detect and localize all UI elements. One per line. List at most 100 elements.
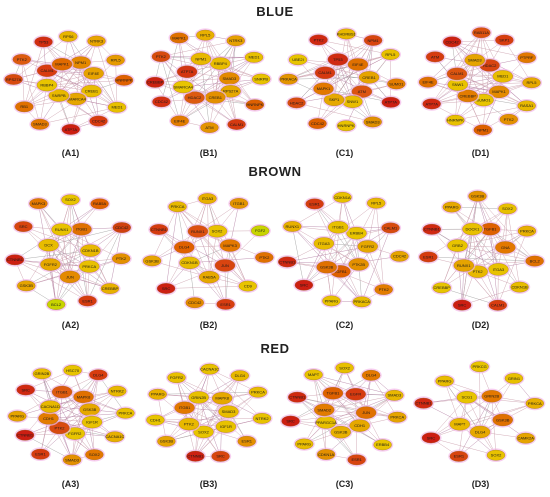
gene-node: SMAD3	[362, 115, 384, 129]
gene-label: TGFB1	[334, 269, 348, 274]
edge	[451, 41, 484, 101]
edge	[178, 37, 184, 87]
gene-node: PTK2	[47, 420, 72, 436]
gene-node: MAPK3	[218, 237, 242, 254]
gene-label: NPM1	[368, 38, 380, 43]
gene-node: SRC	[209, 449, 232, 464]
gene-label: CALM1	[318, 70, 332, 75]
edge	[361, 227, 391, 302]
gene-node: ITGB1	[172, 400, 197, 416]
gene-node: MED1	[106, 100, 128, 115]
gene-label: IGF1R	[220, 424, 232, 429]
gene-node: FGF2	[249, 223, 271, 238]
gene-label: SRC	[216, 454, 225, 459]
gene-node: ATP7A	[175, 64, 199, 80]
gene-node: CD9	[237, 279, 259, 293]
gene-label: SMARCA4	[174, 84, 194, 89]
gene-label: PPARG	[445, 204, 459, 209]
gene-label: PRKCA	[119, 411, 133, 416]
gene-label: SUMO1	[476, 97, 491, 102]
gene-label: DLG4	[179, 245, 190, 250]
gene-label: PTK2	[379, 287, 390, 292]
gene-label: DLG4	[366, 373, 377, 378]
gene-label: MAPK3	[32, 201, 46, 206]
gene-node: HNRNPK	[444, 113, 466, 128]
network-graph: RAB11A SKP1 PTPRF RPL5 RASA1 PTK2 NPM1 HNRNPK AT…	[417, 25, 543, 137]
edge	[287, 246, 368, 263]
gene-node: PRKCA	[114, 406, 137, 420]
gene-node: SOX2	[485, 448, 507, 463]
gene-label: PPARG	[325, 298, 339, 303]
gene-node: NPM1	[472, 123, 494, 137]
gene-node: JUN	[58, 269, 82, 285]
gene-node: MED1	[243, 50, 265, 65]
gene-node: MAPK1	[487, 84, 511, 100]
gene-node: PPARG	[441, 200, 463, 214]
gene-label: SNW1	[347, 99, 359, 104]
gene-node: ESR1	[215, 297, 237, 312]
gene-label: GSK3B	[320, 265, 334, 270]
gene-node: SMAD2	[312, 402, 336, 418]
gene-label: ESR1	[82, 298, 93, 303]
gene-node: CDC42	[306, 116, 329, 131]
gene-node: CALM1	[445, 66, 469, 82]
gene-label: NTRK3	[229, 38, 243, 43]
gene-label: RPS27A	[6, 77, 22, 82]
gene-node: PRKACA	[351, 295, 373, 309]
gene-label: RAB5A	[203, 275, 216, 280]
edge	[61, 391, 95, 455]
gene-label: CALM1	[384, 225, 398, 230]
gene-node: GRIN2B	[480, 388, 504, 404]
gene-label: MED1	[497, 74, 509, 79]
network-graph: RPL5 NTRK3 MED1 SNRPB HNRNPK CALM1 ATM EIF4E CDC…	[144, 28, 272, 135]
gene-label: SRC	[19, 224, 28, 229]
group-title-brown: BROWN	[248, 164, 302, 179]
gene-node: RUNX1	[50, 221, 74, 238]
gene-label: SOX2	[89, 452, 100, 457]
gene-node: RB1	[13, 99, 35, 114]
gene-label: BCL2	[51, 302, 62, 307]
gene-label: CDC42	[92, 118, 106, 123]
edge	[81, 229, 111, 289]
gene-node: DLG4	[229, 368, 251, 383]
gene-label: PTK2	[156, 54, 167, 59]
gene-node: RUNX1	[452, 257, 476, 274]
gene-label: GRIN1	[508, 376, 521, 381]
gene-label: GRIN2B	[484, 394, 499, 399]
gene-node: PRKCA	[166, 199, 189, 214]
network-graph: ITGA3 ITGB1 FGF2 PTK2 CD9 ESR1 CDC42 SRC GSK3B CT…	[141, 191, 275, 312]
gene-node: PRKCA	[386, 410, 408, 425]
gene-label: SOX2	[65, 197, 76, 202]
gene-label: NPM1	[75, 60, 87, 65]
gene-label: DCX	[44, 243, 53, 248]
gene-label: PRKCA	[82, 264, 96, 269]
gene-label: GNA	[501, 245, 510, 250]
gene-label: RUNX1	[286, 224, 300, 229]
gene-label: MAPK8	[215, 396, 229, 401]
gene-label: RPL5	[200, 33, 211, 38]
gene-node: TP53	[32, 35, 55, 49]
edge	[179, 57, 255, 122]
edge	[87, 227, 123, 302]
gene-label: SMAD3	[65, 457, 80, 462]
gene-label: MAPK1	[172, 35, 186, 40]
gene-label: RPS6	[63, 34, 74, 39]
gene-label: DLG4	[93, 372, 104, 377]
gene-node: IGF1R	[80, 414, 104, 430]
gene-node: PPARG	[147, 387, 169, 402]
gene-node: SOX2	[59, 193, 82, 207]
edge	[38, 203, 88, 302]
network-panel: KHDRBS1 NPM1 RPL5 SUMO1 ATP7A SMAD3 HNRNPK CDC4…	[276, 22, 413, 140]
gene-node: PTK2	[373, 282, 395, 297]
gene-label: HDAC2	[290, 100, 304, 105]
gene-node: SMAD3	[463, 52, 487, 68]
network-panel: RAB11A SKP1 PTPRF RPL5 RASA1 PTK2 NPM1 HNRNPK AT…	[412, 22, 549, 140]
gene-node: ITGB1	[228, 196, 250, 211]
gene-label: SOX2	[198, 429, 209, 434]
gene-label: MAPK1	[317, 86, 331, 91]
gene-label: SOX2	[212, 229, 223, 234]
gene-node: DLG4	[87, 368, 109, 382]
gene-label: HDAC2	[483, 63, 497, 68]
edge	[479, 378, 515, 433]
gene-node: GSK3B	[491, 412, 515, 428]
